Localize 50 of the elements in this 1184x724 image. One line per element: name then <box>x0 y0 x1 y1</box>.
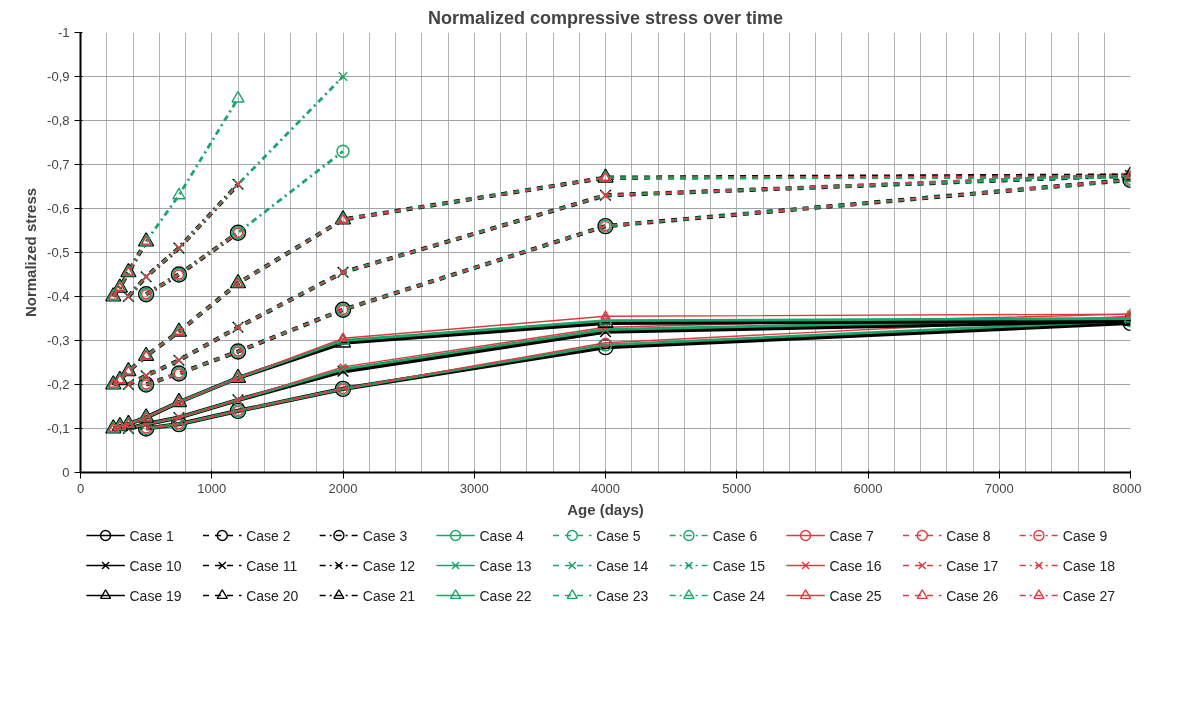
legend-label: Case 11 <box>246 557 298 574</box>
legend-label: Case 23 <box>596 587 649 604</box>
legend-label: Case 25 <box>829 587 882 604</box>
x-tick-label: 5000 <box>722 480 752 496</box>
legend-label: Case 15 <box>712 557 766 574</box>
y-tick-label: -1 <box>57 25 70 40</box>
legend-label: Case 13 <box>479 557 532 574</box>
legend-label: Case 20 <box>246 587 299 604</box>
x-tick-label: 7000 <box>984 480 1014 496</box>
legend-label: Case 19 <box>129 587 182 604</box>
legend-label: Case 26 <box>946 587 999 604</box>
x-axis-title: Age (days) <box>567 500 644 518</box>
x-tick-label: 8000 <box>1112 480 1142 496</box>
legend-label: Case 18 <box>1062 557 1116 574</box>
legend-label: Case 9 <box>1062 527 1108 544</box>
y-tick-label: -0,2 <box>47 377 70 392</box>
x-tick-label: 2000 <box>328 480 358 496</box>
y-tick-label: -0,8 <box>47 113 70 128</box>
legend-label: Case 22 <box>479 587 532 604</box>
y-tick-label: -0,9 <box>47 69 70 84</box>
y-tick-label: -0,4 <box>47 289 70 304</box>
y-tick-label: -0,6 <box>47 201 70 216</box>
legend-label: Case 6 <box>712 527 758 544</box>
y-tick-label: 0 <box>62 465 70 480</box>
x-tick-label: 1000 <box>197 480 227 496</box>
legend-label: Case 4 <box>479 527 525 544</box>
x-tick-label: 0 <box>76 480 85 496</box>
y-tick-label: -0,5 <box>47 245 70 260</box>
legend-label: Case 10 <box>129 557 182 574</box>
legend-label: Case 7 <box>829 527 875 544</box>
legend-label: Case 12 <box>362 557 416 574</box>
legend-label: Case 16 <box>829 557 882 574</box>
legend-label: Case 21 <box>362 587 416 604</box>
legend-label: Case 2 <box>246 527 291 544</box>
legend-label: Case 8 <box>946 527 991 544</box>
x-tick-label: 3000 <box>459 480 489 496</box>
legend-label: Case 27 <box>1062 587 1116 604</box>
legend-label: Case 14 <box>596 557 649 574</box>
chart-title: Normalized compressive stress over time <box>427 7 784 28</box>
y-axis-title: Normalized stress <box>22 187 40 318</box>
y-tick-label: -0,1 <box>47 421 70 436</box>
legend-label: Case 24 <box>712 587 766 604</box>
legend-label: Case 5 <box>596 527 641 544</box>
y-tick-label: -0,3 <box>47 333 70 348</box>
legend-label: Case 3 <box>362 527 408 544</box>
x-tick-label: 6000 <box>853 480 883 496</box>
x-tick-label: 4000 <box>591 480 620 496</box>
y-tick-label: -0,7 <box>47 157 70 172</box>
legend-label: Case 17 <box>946 557 999 574</box>
legend-label: Case 1 <box>129 527 175 544</box>
